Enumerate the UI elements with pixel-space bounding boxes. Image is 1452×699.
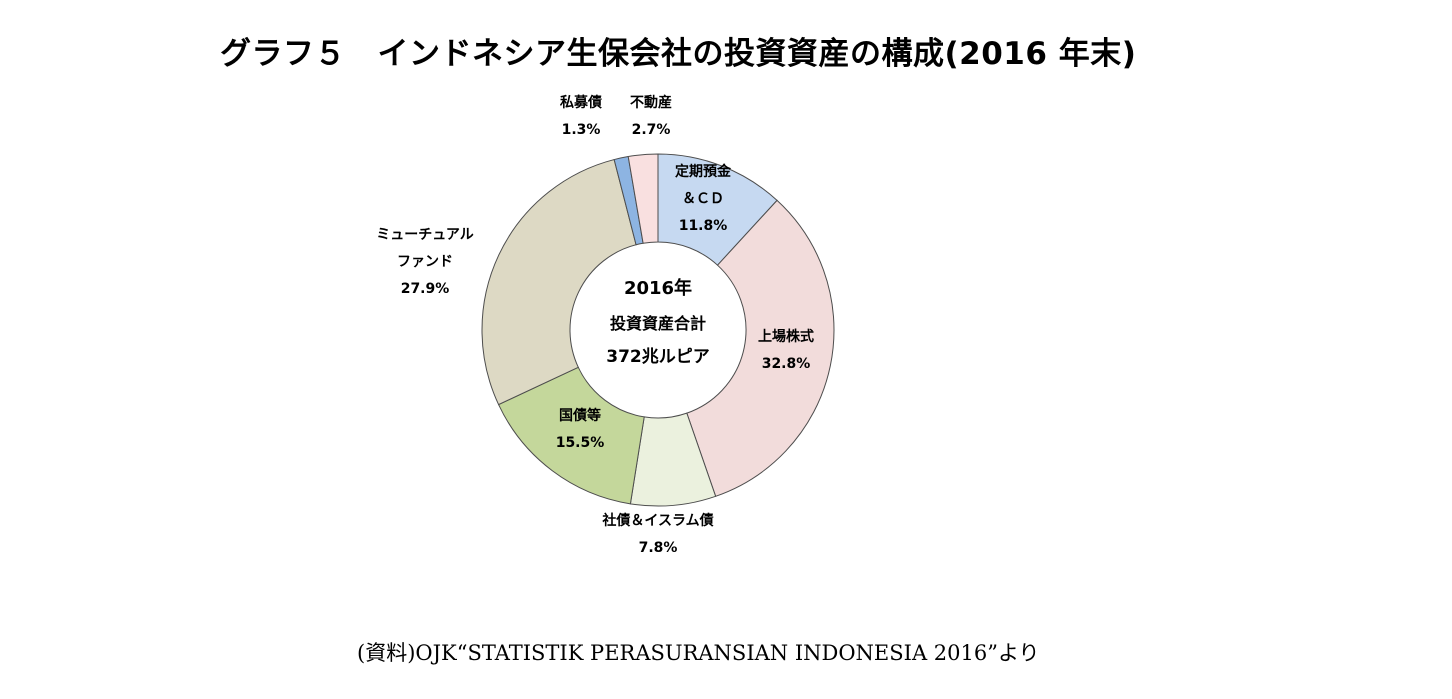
source-note: (資料)OJK“STATISTIK PERASURANSIAN INDONESI… [357, 641, 1040, 665]
slice-value-label-1: 32.8% [762, 356, 811, 372]
slice-value-label-2: 7.8% [639, 540, 678, 556]
slice-label-2: 社債＆イスラム債 [601, 512, 713, 529]
center-label-line-1: 投資資産合計 [610, 314, 706, 333]
slice-3 [497, 366, 645, 505]
slice-value-label-3: 15.5% [556, 435, 605, 451]
slice-label-3: 国債等 [559, 407, 601, 424]
slice-value-label-4: 27.9% [401, 281, 450, 297]
slice-label-0: ＆ＣＤ [682, 191, 724, 207]
slice-label-4: ファンド [397, 254, 453, 270]
slice-6 [627, 153, 659, 244]
center-label-line-2: 372兆ルピア [606, 347, 710, 367]
slice-label-1: 上場株式 [758, 328, 814, 345]
slice-label-5: 私募債 [560, 94, 602, 111]
slice-1 [686, 199, 835, 497]
slice-value-label-6: 2.7% [632, 122, 671, 138]
slice-4 [481, 158, 637, 406]
slice-value-label-5: 1.3% [562, 122, 601, 138]
center-label-line-0: 2016年 [624, 277, 692, 299]
donut-slices [481, 153, 835, 507]
chart-title: グラフ５ インドネシア生保会社の投資資産の構成(2016 年末) [220, 36, 1137, 72]
slice-label-0: 定期預金 [675, 163, 732, 180]
slice-label-6: 不動産 [630, 94, 672, 111]
slice-labels: 定期預金 ＆ＣＤ 11.8% 上場株式 32.8% 社債＆イスラム債 7.8% 国債等 15.5… [376, 94, 814, 556]
slice-value-label-0: 11.8% [679, 218, 728, 234]
slice-label-4: ミューチュアル [376, 227, 474, 243]
